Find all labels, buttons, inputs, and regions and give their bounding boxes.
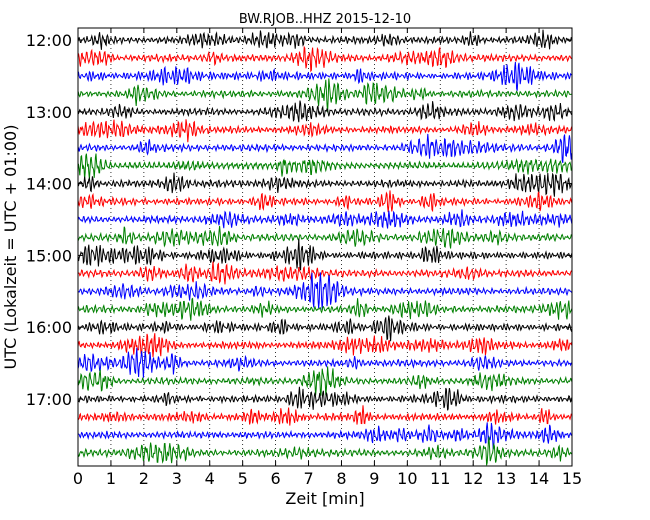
trace-row [77,405,572,426]
x-tick-label: 7 [303,469,313,488]
trace-row [77,272,573,310]
plot-frame [77,27,573,467]
chart-title: BW.RJOB..HHZ 2015-12-10 [239,12,411,27]
y-axis-label: UTC (Lokalzeit = UTC + 01:00) [1,125,20,370]
trace-row [77,225,573,249]
x-tick-label: 3 [172,469,182,488]
x-tick-label: 14 [529,469,549,488]
trace-row [77,45,573,73]
trace-row [77,297,573,321]
traces [77,29,573,466]
trace-row [77,190,573,213]
trace-row [77,61,573,91]
trace-row [77,172,573,197]
x-tick-label: 15 [562,469,582,488]
y-tick-label: 14:00 [26,175,72,194]
x-tick-label: 8 [336,469,346,488]
axis-ticks: 0 1 2 3 4 5 6 7 8 9 10 11 12 13 14 1512:0013:0014:0015:… [26,28,582,488]
y-tick-label: 16:00 [26,318,72,337]
trace-row [77,261,573,285]
x-tick-label: 0 [73,469,83,488]
trace-row [77,347,573,378]
trace-row [77,119,573,143]
trace-row [77,366,573,396]
y-tick-label: 15:00 [26,246,72,265]
x-tick-label: 6 [271,469,281,488]
trace-row [77,436,573,466]
trace-row [77,100,573,123]
x-tick-label: 10 [397,469,417,488]
y-tick-label: 12:00 [26,31,72,50]
trace-row [77,315,573,342]
x-tick-label: 2 [139,469,149,488]
trace-row [77,238,573,271]
trace-row [77,386,573,411]
trace-row [77,333,573,358]
y-tick-label: 13:00 [26,103,72,122]
trace-row [77,29,573,50]
trace-row [77,209,573,229]
x-tick-label: 5 [238,469,248,488]
x-tick-label: 12 [463,469,483,488]
x-tick-label: 9 [369,469,379,488]
x-tick-label: 11 [430,469,450,488]
trace-row [77,153,572,180]
x-axis-label: Zeit [min] [285,489,364,508]
trace-row [77,78,572,113]
y-tick-label: 17:00 [26,390,72,409]
x-tick-label: 13 [496,469,516,488]
x-tick-label: 1 [106,469,116,488]
trace-row [77,133,573,163]
x-tick-label: 4 [205,469,215,488]
